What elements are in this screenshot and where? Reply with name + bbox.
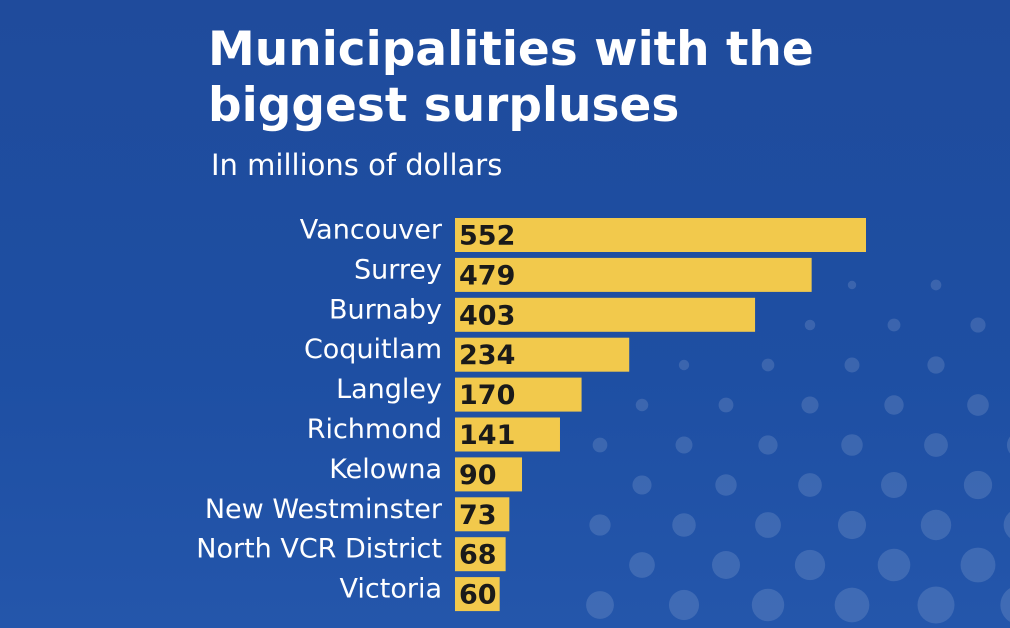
decor-dot <box>841 434 863 456</box>
value-label: 90 <box>459 460 497 491</box>
value-label: 73 <box>459 500 497 531</box>
decor-dot <box>920 509 952 541</box>
bar <box>455 337 630 372</box>
value-label: 479 <box>459 260 515 291</box>
decor-dot <box>632 475 652 495</box>
bar <box>455 218 866 252</box>
decor-dot <box>589 514 611 536</box>
decor-dot <box>629 552 655 578</box>
bar <box>455 577 500 612</box>
decor-dot <box>755 512 781 538</box>
chart-title: Municipalities with the biggest surpluse… <box>208 22 814 133</box>
bar <box>455 257 812 292</box>
category-label: North VCR District <box>196 534 442 565</box>
bar <box>455 497 510 532</box>
category-label: Kelowna <box>329 454 442 485</box>
decor-dot <box>847 280 857 290</box>
bar <box>455 297 756 332</box>
decor-dot <box>1006 436 1010 454</box>
decor-dot <box>761 358 775 372</box>
value-label: 170 <box>459 380 515 411</box>
category-label: Surrey <box>354 254 442 285</box>
decor-dot <box>834 587 870 623</box>
bar <box>455 417 560 452</box>
decor-dot <box>887 318 901 332</box>
decor-dot <box>1000 588 1010 622</box>
decor-dot <box>1003 512 1010 538</box>
decor-dot <box>930 279 942 291</box>
decor-dot <box>967 394 989 416</box>
decor-dot <box>884 395 904 415</box>
decor-dot <box>758 435 778 455</box>
category-label: Vancouver <box>300 215 443 246</box>
decor-dot <box>881 472 907 498</box>
decor-dot <box>801 396 819 414</box>
value-label: 552 <box>459 221 515 252</box>
bar <box>455 377 582 412</box>
category-label: Victoria <box>340 574 442 605</box>
decor-dot <box>635 398 649 412</box>
category-label: Richmond <box>307 414 442 445</box>
decor-dot <box>963 470 993 500</box>
decor-dot <box>917 586 955 624</box>
category-label: New Westminster <box>205 494 443 525</box>
decor-dot <box>678 359 690 371</box>
decor-dot <box>794 549 826 581</box>
decor-dot <box>877 548 911 582</box>
bar <box>455 457 523 492</box>
decor-dot <box>718 397 734 413</box>
decor-dot <box>712 551 740 579</box>
decor-dot <box>844 357 860 373</box>
decor-dot <box>675 436 693 454</box>
category-label: Coquitlam <box>304 334 442 365</box>
value-label: 234 <box>459 340 515 371</box>
category-label: Burnaby <box>329 294 442 325</box>
decor-dot <box>592 437 608 453</box>
value-label: 68 <box>459 540 497 571</box>
decor-dot <box>804 319 816 331</box>
value-label: 141 <box>459 420 515 451</box>
value-label: 60 <box>459 580 497 611</box>
decor-dot <box>715 474 737 496</box>
decor-dot <box>924 433 948 457</box>
category-label: Langley <box>336 374 442 405</box>
decor-dot <box>970 317 986 333</box>
value-label: 403 <box>459 300 515 331</box>
chart-subtitle: In millions of dollars <box>211 148 503 182</box>
decor-dot <box>798 473 822 497</box>
decor-dot <box>672 513 696 537</box>
decor-dot <box>751 588 785 622</box>
decor-dot <box>960 547 996 583</box>
decor-dot <box>837 510 867 540</box>
decor-dot <box>668 589 700 621</box>
bar <box>455 537 506 572</box>
decor-dot <box>586 591 614 619</box>
decor-dot <box>927 356 945 374</box>
